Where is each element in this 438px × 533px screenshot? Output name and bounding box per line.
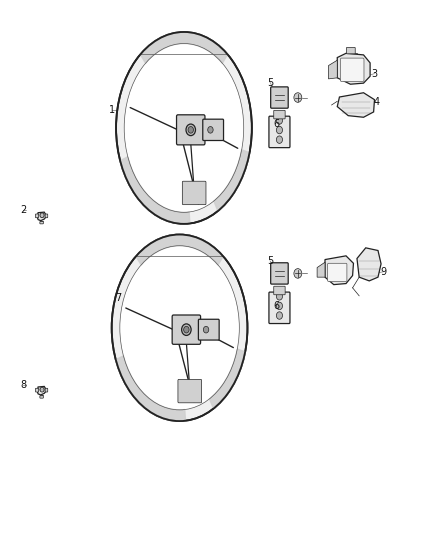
Text: 4: 4 — [374, 98, 380, 107]
Circle shape — [188, 126, 194, 133]
Ellipse shape — [120, 246, 239, 410]
Circle shape — [276, 302, 283, 310]
Text: 9: 9 — [380, 267, 386, 277]
FancyBboxPatch shape — [340, 58, 364, 82]
Circle shape — [276, 136, 283, 143]
Circle shape — [184, 326, 189, 333]
Circle shape — [276, 293, 283, 300]
Circle shape — [40, 387, 44, 392]
FancyBboxPatch shape — [198, 319, 219, 340]
FancyBboxPatch shape — [177, 115, 205, 145]
Circle shape — [186, 124, 195, 135]
FancyBboxPatch shape — [40, 395, 43, 398]
Polygon shape — [37, 212, 46, 221]
Polygon shape — [317, 262, 325, 277]
FancyBboxPatch shape — [35, 214, 39, 217]
FancyBboxPatch shape — [269, 292, 290, 324]
FancyBboxPatch shape — [40, 222, 43, 224]
Ellipse shape — [112, 235, 247, 421]
Circle shape — [40, 213, 44, 217]
Circle shape — [276, 126, 283, 134]
FancyBboxPatch shape — [269, 116, 290, 148]
FancyBboxPatch shape — [35, 388, 39, 392]
Text: 6: 6 — [274, 302, 280, 311]
FancyBboxPatch shape — [271, 263, 288, 284]
Circle shape — [276, 117, 283, 124]
Polygon shape — [116, 356, 186, 421]
FancyBboxPatch shape — [271, 87, 288, 108]
Polygon shape — [37, 386, 46, 395]
Polygon shape — [337, 53, 370, 84]
Text: 3: 3 — [371, 69, 378, 78]
Polygon shape — [120, 157, 190, 224]
Circle shape — [182, 324, 191, 335]
Text: 2: 2 — [20, 205, 26, 215]
Circle shape — [203, 326, 209, 333]
Circle shape — [294, 93, 302, 102]
FancyBboxPatch shape — [346, 47, 355, 54]
Text: 5: 5 — [267, 78, 273, 87]
Polygon shape — [136, 235, 223, 265]
Text: 5: 5 — [267, 256, 273, 266]
Ellipse shape — [40, 387, 44, 392]
Text: 7: 7 — [115, 294, 121, 303]
FancyBboxPatch shape — [203, 119, 223, 141]
FancyBboxPatch shape — [178, 379, 201, 403]
Polygon shape — [209, 349, 245, 409]
Polygon shape — [214, 150, 250, 211]
Polygon shape — [337, 93, 374, 117]
Text: 6: 6 — [274, 119, 280, 128]
Polygon shape — [328, 60, 337, 79]
Circle shape — [208, 126, 213, 133]
FancyBboxPatch shape — [182, 181, 206, 205]
Ellipse shape — [124, 44, 244, 212]
FancyBboxPatch shape — [45, 388, 48, 392]
Polygon shape — [357, 248, 381, 281]
Ellipse shape — [40, 213, 44, 217]
Text: 1: 1 — [109, 106, 115, 115]
FancyBboxPatch shape — [274, 110, 285, 119]
Text: 8: 8 — [20, 380, 26, 390]
FancyBboxPatch shape — [172, 315, 201, 344]
Polygon shape — [140, 32, 228, 63]
Circle shape — [294, 269, 302, 278]
FancyBboxPatch shape — [328, 263, 347, 281]
Circle shape — [276, 312, 283, 319]
Polygon shape — [325, 256, 353, 285]
FancyBboxPatch shape — [45, 214, 48, 217]
FancyBboxPatch shape — [274, 286, 285, 295]
Ellipse shape — [116, 32, 252, 224]
